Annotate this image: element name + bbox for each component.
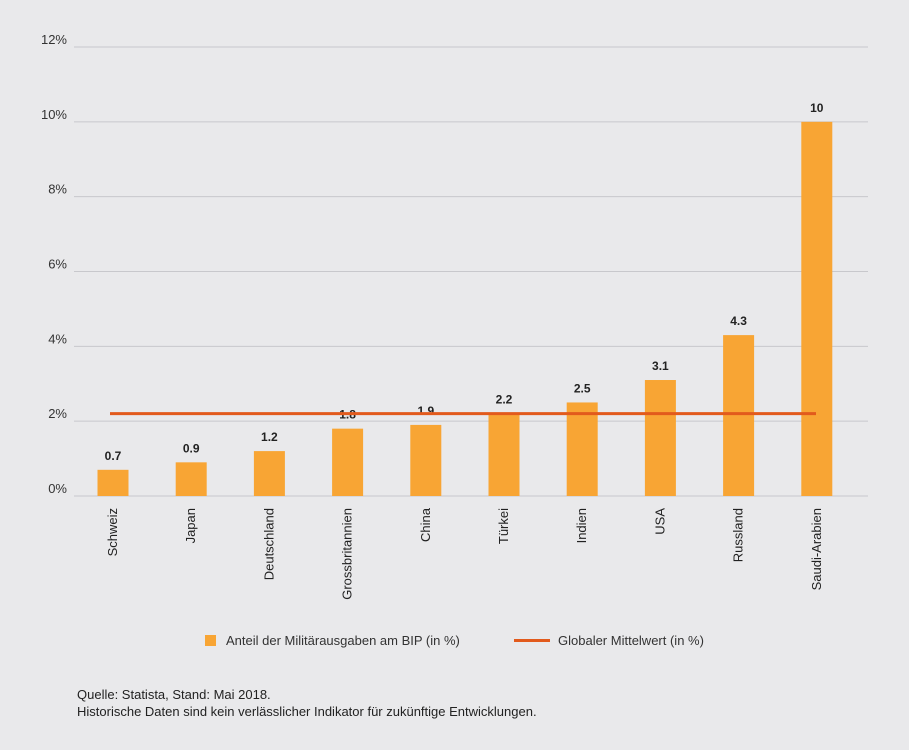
bar — [332, 428, 364, 496]
y-tick-label: 12% — [41, 32, 67, 47]
bar-value-label: 3.1 — [652, 359, 669, 373]
grid-lines — [74, 46, 868, 497]
bar — [723, 335, 755, 496]
category-label: Schweiz — [105, 508, 120, 556]
category-label: China — [418, 507, 433, 542]
y-tick-label: 2% — [48, 406, 67, 421]
bar — [97, 469, 129, 496]
bar — [175, 462, 207, 496]
bar-value-label: 1.9 — [417, 404, 434, 418]
legend-bar-swatch — [205, 635, 216, 646]
y-axis-tick-labels: 0% 2% 4% 6% 8% 10% 12% — [41, 32, 67, 496]
y-tick-label: 4% — [48, 331, 67, 346]
bar — [566, 402, 598, 496]
legend-item-bar: Anteil der Militärausgaben am BIP (in %) — [205, 633, 460, 648]
legend-line-swatch — [514, 639, 550, 642]
bar-value-label: 10 — [810, 101, 824, 115]
source-note: Quelle: Statista, Stand: Mai 2018. — [77, 687, 271, 702]
category-label: Türkei — [496, 508, 511, 544]
bar-value-label: 4.3 — [730, 314, 747, 328]
legend-line-label: Globaler Mittelwert (in %) — [558, 633, 704, 648]
category-label: Russland — [731, 508, 746, 562]
bar-value-label: 2.5 — [574, 381, 591, 395]
bar-value-label: 0.9 — [183, 441, 200, 455]
bar-value-label: 2.2 — [496, 393, 513, 407]
bar — [410, 424, 442, 496]
x-axis-category-labels: Schweiz Japan Deutschland Grossbritannien Ch… — [105, 507, 824, 600]
category-label: Indien — [574, 508, 589, 543]
legend: Anteil der Militärausgaben am BIP (in %)… — [0, 633, 909, 653]
y-tick-label: 10% — [41, 107, 67, 122]
y-tick-label: 0% — [48, 481, 67, 496]
y-tick-label: 6% — [48, 257, 67, 272]
category-label: Japan — [183, 508, 198, 543]
bar-chart: 0%2%4%6%8%10%12% 0.70.91.21.81.92.22.53.… — [41, 32, 868, 600]
bar-value-label: 1.2 — [261, 430, 278, 444]
bar — [488, 413, 520, 496]
legend-bar-label: Anteil der Militärausgaben am BIP (in %) — [226, 633, 460, 648]
data-labels: 0.70.91.21.81.92.22.53.14.310 — [105, 101, 824, 463]
bar-value-label: 0.7 — [105, 449, 122, 463]
disclaimer-note: Historische Daten sind kein verlässliche… — [77, 704, 537, 719]
bar — [644, 380, 676, 496]
bar — [253, 451, 285, 496]
bar — [801, 121, 833, 496]
category-label: Deutschland — [261, 508, 276, 580]
footer: Quelle: Statista, Stand: Mai 2018. Histo… — [77, 686, 537, 720]
bars — [97, 121, 833, 496]
legend-item-line: Globaler Mittelwert (in %) — [514, 633, 704, 648]
y-tick-label: 8% — [48, 182, 67, 197]
category-label: Grossbritannien — [340, 508, 355, 600]
category-label: USA — [652, 508, 667, 535]
category-label: Saudi-Arabien — [809, 508, 824, 590]
